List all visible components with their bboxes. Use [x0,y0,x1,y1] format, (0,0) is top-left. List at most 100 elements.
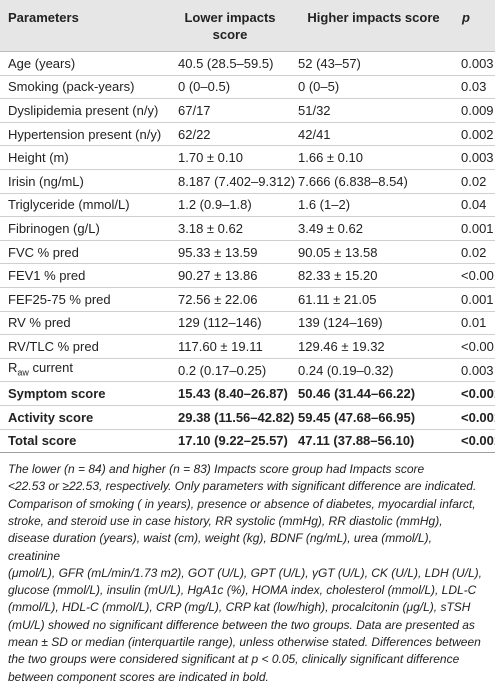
header-lower-impacts: Lower impacts score [184,10,276,42]
cell-parameter: FVC % pred [8,244,79,260]
table-row: RV % pred 129 (112–146) 139 (124–169) 0.01 [0,311,495,335]
footnote-line: the two groups were considered significa… [8,652,460,667]
table-row: RV/TLC % pred 117.60 ± 19.11 129.46 ± 19.3… [0,335,495,359]
cell-parameter: RV % pred [8,315,71,331]
table-row: Total score 17.10 (9.22–25.57) 47.11 (37.8… [0,429,495,453]
cell-p: 0.03 [461,79,487,95]
cell-parameter: Age (years) [8,55,76,71]
cell-p: 0.003 [461,362,494,378]
cell-higher: 82.33 ± 15.20 [298,268,378,284]
cell-p: 0.003 [461,150,494,166]
cell-lower: 90.27 ± 13.86 [178,268,258,284]
cell-lower: 40.5 (28.5–59.5) [178,55,274,71]
cell-higher: 7.666 (6.838–8.54) [298,173,408,189]
footnote-line: Comparison of smoking ( in years), prese… [8,496,476,511]
results-table: Parameters Lower impacts score Higher im… [0,0,495,453]
cell-p: <0.001 [461,386,495,402]
table-row: Activity score 29.38 (11.56–42.82) 59.45 (… [0,405,495,429]
cell-p: 0.02 [461,173,487,189]
footnote-line: (mmol/L), HDL-C (mmol/L), CRP (mg/L), CR… [8,600,471,615]
raw-subscript: aw [17,367,29,378]
header-parameters: Parameters [8,10,79,25]
cell-p: 0.001 [461,291,494,307]
table-footnote: The lower (n = 84) and higher (n = 83) I… [0,453,495,686]
table-row: Age (years) 40.5 (28.5–59.5) 52 (43–57) 0.0… [0,52,495,76]
cell-higher: 42/41 [298,126,331,142]
cell-parameter: Triglyceride (mmol/L) [8,197,130,213]
cell-higher: 51/32 [298,102,331,118]
table-row: Fibrinogen (g/L) 3.18 ± 0.62 3.49 ± 0.62 0.… [0,217,495,241]
cell-higher: 59.45 (47.68–66.95) [298,409,416,425]
cell-higher: 61.11 ± 21.05 [298,291,377,307]
cell-lower: 8.187 (7.402–9.312) [178,173,296,189]
cell-lower: 1.2 (0.9–1.8) [178,197,252,213]
cell-p: <0.001 [461,409,495,425]
cell-lower: 0.2 (0.17–0.25) [178,362,267,378]
table-row: FEF25-75 % pred 72.56 ± 22.06 61.11 ± 21.0… [0,287,495,312]
cell-parameter: Symptom score [8,386,106,402]
cell-p: 0.001 [461,220,494,236]
cell-parameter: Total score [8,433,77,449]
cell-p: 0.04 [461,197,487,213]
cell-parameter: Fibrinogen (g/L) [8,220,100,236]
cell-higher: 0 (0–5) [298,79,340,95]
cell-lower: 3.18 ± 0.62 [178,220,243,236]
cell-lower: 129 (112–146) [178,315,262,331]
table-body: Age (years) 40.5 (28.5–59.5) 52 (43–57) 0.0… [0,52,495,453]
cell-higher: 3.49 ± 0.62 [298,220,363,236]
cell-parameter: Hypertension present (n/y) [8,126,162,142]
cell-higher: 52 (43–57) [298,55,361,71]
footnote-line: stroke, and steroid use in case history,… [8,513,443,528]
cell-higher: 90.05 ± 13.58 [298,244,378,260]
cell-p: 0.01 [461,315,487,331]
cell-p: <0.001 [461,338,495,354]
cell-lower: 95.33 ± 13.59 [178,244,258,260]
table-header: Parameters Lower impacts score Higher im… [0,0,495,52]
footnote-line: (mU/L) showed no significant difference … [8,617,475,632]
cell-higher: 139 (124–169) [298,315,383,331]
table-row: Height (m) 1.70 ± 0.10 1.66 ± 0.10 0.003 [0,146,495,170]
footnote-line: glucose (mmol/L), insulin (mU/L), HgA1c … [8,583,477,598]
cell-parameter: FEF25-75 % pred [8,291,111,307]
cell-p: 0.003 [461,55,494,71]
cell-higher: 1.66 ± 0.10 [298,150,363,166]
cell-p: 0.002 [461,126,494,142]
table-row: Raw current 0.2 (0.17–0.25) 0.24 (0.19–0.3… [0,358,495,382]
footnote-line: (μmol/L), GFR (mL/min/1.73 m2), GOT (U/L… [8,565,482,580]
header-higher-impacts: Higher impacts score [307,10,440,25]
cell-parameter: Activity score [8,409,94,425]
cell-lower: 0 (0–0.5) [178,79,231,95]
header-row: Parameters Lower impacts score Higher im… [0,0,495,52]
cell-higher: 47.11 (37.88–56.10) [298,433,415,449]
cell-higher: 0.24 (0.19–0.32) [298,362,394,378]
table-row: FVC % pred 95.33 ± 13.59 90.05 ± 13.58 0.02 [0,240,495,264]
header-p: p [462,10,470,25]
table-row: Irisin (ng/mL) 8.187 (7.402–9.312) 7.666 (… [0,169,495,194]
cell-lower: 67/17 [178,102,211,118]
cell-parameter: Height (m) [8,150,69,166]
cell-p: <0.001 [461,433,495,449]
cell-parameter: Irisin (ng/mL) [8,173,84,189]
footnote-line: <22.53 or ≥22.53, respectively. Only par… [8,479,477,494]
table-row: Hypertension present (n/y) 62/22 42/41 0.00… [0,122,495,146]
footnote-line: mean ± SD or median (interquartile range… [8,635,481,650]
cell-lower: 17.10 (9.22–25.57) [178,433,288,449]
cell-lower: 62/22 [178,126,211,142]
cell-parameter: Smoking (pack-years) [8,79,135,95]
footnote-line: disease duration (years), waist (cm), we… [8,531,432,563]
cell-p: 0.009 [461,102,494,118]
table-row: Dyslipidemia present (n/y) 67/17 51/32 0.00… [0,99,495,123]
cell-parameter: Dyslipidemia present (n/y) [8,102,159,118]
cell-lower: 29.38 (11.56–42.82) [178,409,295,425]
table-row: Triglyceride (mmol/L) 1.2 (0.9–1.8) 1.6 (1… [0,193,495,217]
cell-p: <0.001 [461,268,495,284]
cell-lower: 72.56 ± 22.06 [178,291,258,307]
cell-lower: 15.43 (8.40–26.87) [178,386,288,402]
table-row: Symptom score 15.43 (8.40–26.87) 50.46 (31… [0,382,495,406]
cell-higher: 1.6 (1–2) [298,197,351,213]
cell-higher: 129.46 ± 19.32 [298,338,385,354]
cell-lower: 1.70 ± 0.10 [178,150,243,166]
raw-symbol: R [8,359,18,375]
footnote-line: The lower (n = 84) and higher (n = 83) I… [8,462,425,477]
